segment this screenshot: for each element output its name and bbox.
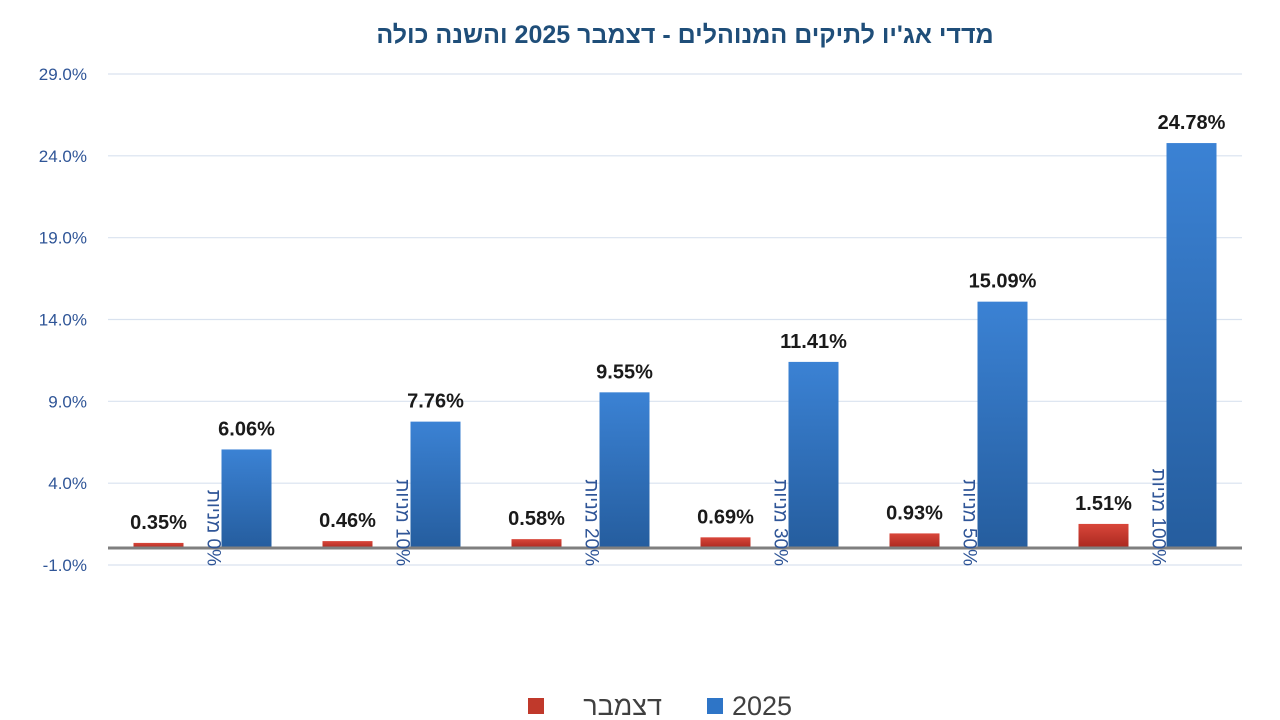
bars xyxy=(133,143,1217,549)
legend-label-year: 2025 xyxy=(732,691,792,720)
y-tick-label: 24.0% xyxy=(39,147,87,166)
legend-label-december: דצמבר xyxy=(583,691,662,720)
y-tick-label: 4.0% xyxy=(48,474,87,493)
x-tick-label: 0% מניות xyxy=(203,490,224,566)
data-label: 1.51% xyxy=(1075,493,1132,515)
y-tick-label: 14.0% xyxy=(39,311,87,330)
y-tick-label: 19.0% xyxy=(39,229,87,248)
y-axis-ticks: -1.0% 4.0% 9.0% 14.0% 19.0% 24.0% 29.0% xyxy=(39,65,87,575)
legend-swatch-year xyxy=(707,698,723,714)
bar-december-5 xyxy=(1078,523,1129,549)
data-label: 0.93% xyxy=(886,502,943,524)
bar-december-1 xyxy=(322,541,373,549)
data-label: 0.58% xyxy=(508,508,565,530)
data-label: 11.41% xyxy=(780,331,847,353)
data-label: 7.76% xyxy=(407,391,464,413)
bar-year-1 xyxy=(410,421,461,549)
bar-december-3 xyxy=(700,537,751,549)
bar-year-2 xyxy=(599,392,650,549)
data-labels: 0.35% 6.06% 0.46% 7.76% 0.58% 9.55% 0.69% 11.41… xyxy=(130,112,1225,534)
bar-year-0 xyxy=(221,449,272,549)
data-label: 0.69% xyxy=(697,506,754,528)
x-tick-label: 50% מניות xyxy=(959,479,980,566)
bar-december-2 xyxy=(511,539,562,549)
bar-year-4 xyxy=(977,301,1028,549)
data-label: 9.55% xyxy=(596,361,653,383)
x-axis-ticks: 0% מניות 10% מניות 20% מניות 30% מניות 50% מ… xyxy=(203,469,1169,566)
x-tick-label: 20% מניות xyxy=(581,479,602,566)
bar-year-5 xyxy=(1166,143,1217,549)
bar-december-4 xyxy=(889,533,940,549)
x-tick-label: 30% מניות xyxy=(770,479,791,566)
y-tick-label: 9.0% xyxy=(48,392,87,411)
y-tick-label: -1.0% xyxy=(43,556,87,575)
chart-title: מדדי אג'יו לתיקים המנוהלים - דצמבר 2025 … xyxy=(376,21,993,49)
bar-december-0 xyxy=(133,542,184,549)
x-tick-label: 100% מניות xyxy=(1148,469,1169,566)
data-label: 0.46% xyxy=(319,510,376,532)
data-label: 15.09% xyxy=(969,271,1037,293)
gridlines xyxy=(108,73,1242,566)
data-label: 6.06% xyxy=(218,418,275,440)
legend: דצמבר 2025 xyxy=(528,691,792,720)
data-label: 0.35% xyxy=(130,512,187,534)
y-tick-label: 29.0% xyxy=(39,65,87,84)
x-tick-label: 10% מניות xyxy=(392,479,413,566)
data-label: 24.78% xyxy=(1158,112,1226,134)
legend-swatch-december xyxy=(528,698,544,714)
bar-year-3 xyxy=(788,361,839,549)
